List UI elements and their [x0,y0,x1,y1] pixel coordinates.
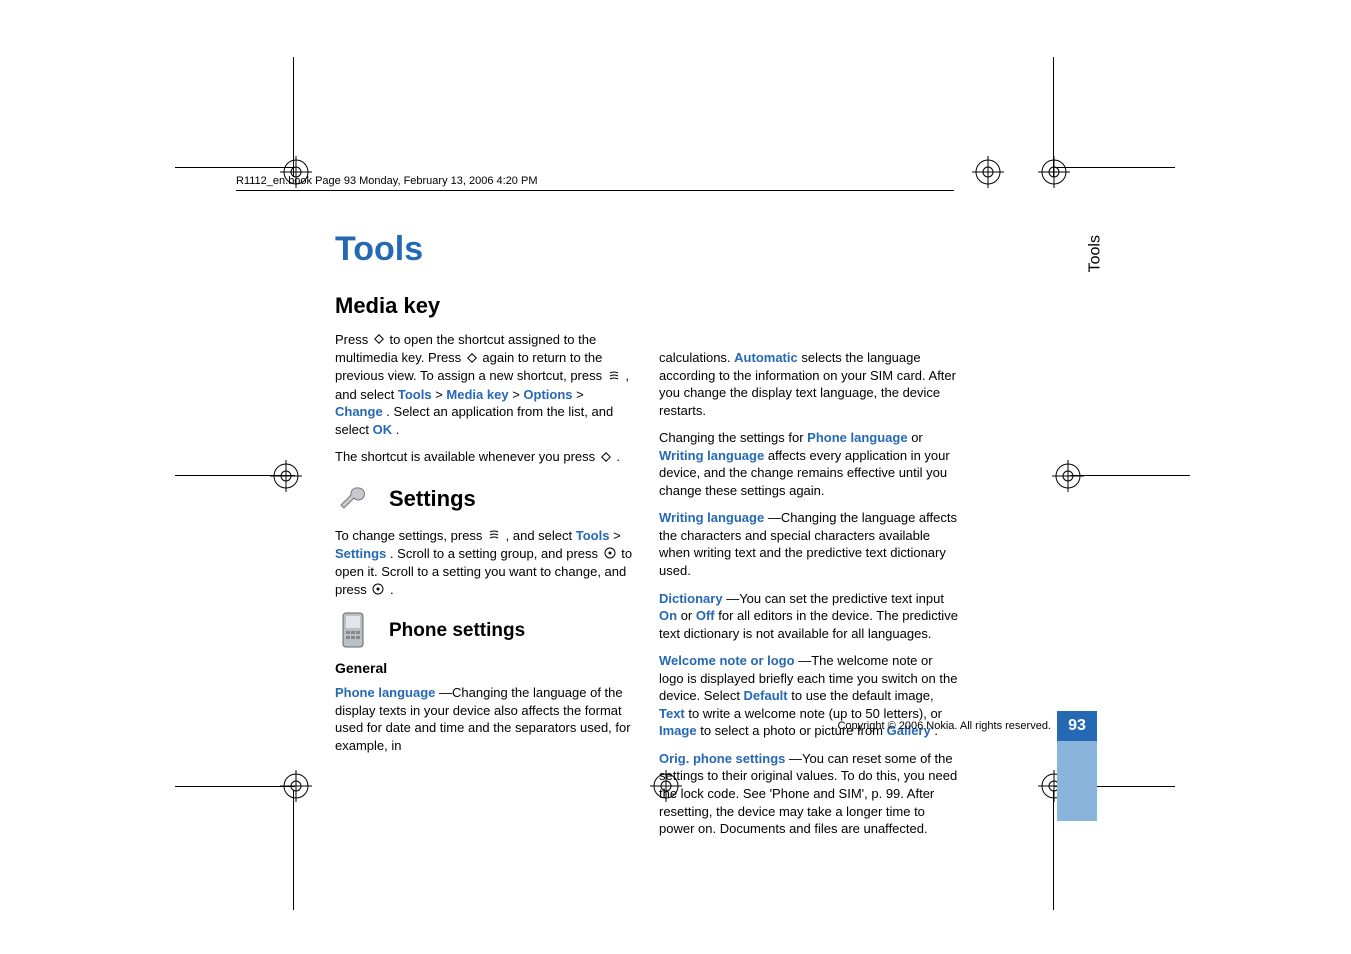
heading-settings: Settings [389,484,476,514]
reg-mark-icon [972,156,1004,188]
media-key-paragraph-2: The shortcut is available whenever you p… [335,448,635,466]
text: . [390,582,394,597]
text: > [576,387,584,402]
text: to use the default image, [791,688,933,703]
crop-line [1053,57,1054,177]
text: to write a welcome note (up to 50 letter… [688,706,942,721]
text: or [911,430,923,445]
link-options: Options [523,387,572,402]
text: . [396,422,400,437]
right-p3: Writing language —Changing the language … [659,509,959,579]
reg-mark-icon [270,460,302,492]
crop-line [293,57,294,177]
crop-line [175,786,295,787]
heading-general: General [335,659,635,678]
link-default: Default [744,688,788,703]
right-p1: calculations. Automatic selects the lang… [659,349,959,419]
diamond-key-icon [601,449,611,467]
menu-key-icon [608,368,620,386]
thumb-index-strip [1057,741,1097,821]
right-column: calculations. Automatic selects the lang… [659,291,959,848]
link-tools: Tools [398,387,432,402]
left-column: Media key Press to open the shortcut ass… [335,291,635,848]
menu-key-icon [488,527,500,545]
link-phone-language: Phone language [335,685,435,700]
page-number: 93 [1057,711,1097,741]
diamond-key-icon [467,350,477,368]
scroll-key-icon [372,582,384,600]
right-p2: Changing the settings for Phone language… [659,429,959,499]
text: calculations. [659,350,734,365]
phone-settings-heading-row: Phone settings [335,613,635,649]
crop-line [1055,167,1175,168]
reg-mark-icon [1052,460,1084,492]
crop-line [175,167,295,168]
page-content: Tools Media key Press to open the shortc… [335,230,975,848]
crop-line [293,790,294,910]
text: The shortcut is available whenever you p… [335,449,599,464]
text: > [613,528,621,543]
link-orig-phone-settings: Orig. phone settings [659,751,785,766]
link-tools: Tools [576,528,610,543]
scroll-key-icon [604,546,616,564]
link-phone-language: Phone language [807,430,907,445]
phone-icon [335,613,371,649]
link-image: Image [659,723,697,738]
reg-mark-icon [1038,156,1070,188]
link-media-key: Media key [446,387,508,402]
link-writing-language: Writing language [659,510,764,525]
heading-media-key: Media key [335,291,635,321]
text: Changing the settings for [659,430,807,445]
columns: Media key Press to open the shortcut ass… [335,291,975,848]
wrench-icon [335,481,371,517]
print-header: R1112_en.book Page 93 Monday, February 1… [236,175,537,187]
link-text: Text [659,706,685,721]
page-title: Tools [335,230,975,269]
right-p4: Dictionary —You can set the predictive t… [659,590,959,643]
crop-line [1053,790,1054,910]
heading-phone-settings: Phone settings [389,618,525,644]
text: Press [335,332,372,347]
media-key-paragraph-1: Press to open the shortcut assigned to t… [335,331,635,439]
text: . Scroll to a setting group, and press [390,546,602,561]
crop-line [175,475,295,476]
crop-line [1070,475,1190,476]
link-settings: Settings [335,546,386,561]
text: , and select [506,528,576,543]
text: > [435,387,446,402]
copyright-text: Copyright © 2006 Nokia. All rights reser… [837,720,1051,732]
link-dictionary: Dictionary [659,591,723,606]
link-change: Change [335,404,383,419]
side-tab-label: Tools [1086,235,1104,272]
link-automatic: Automatic [734,350,798,365]
right-p6: Orig. phone settings —You can reset some… [659,750,959,838]
link-writing-language: Writing language [659,448,764,463]
header-rule [236,190,954,191]
link-on: On [659,608,677,623]
settings-heading-row: Settings [335,481,635,517]
text: > [512,387,523,402]
text: or [681,608,696,623]
text: —You can set the predictive text input [726,591,944,606]
general-paragraph: Phone language —Changing the language of… [335,684,635,754]
text: To change settings, press [335,528,486,543]
settings-paragraph: To change settings, press , and select T… [335,527,635,600]
link-welcome-note: Welcome note or logo [659,653,795,668]
text: . [616,449,620,464]
diamond-key-icon [374,331,384,349]
link-off: Off [696,608,715,623]
link-ok: OK [373,422,393,437]
